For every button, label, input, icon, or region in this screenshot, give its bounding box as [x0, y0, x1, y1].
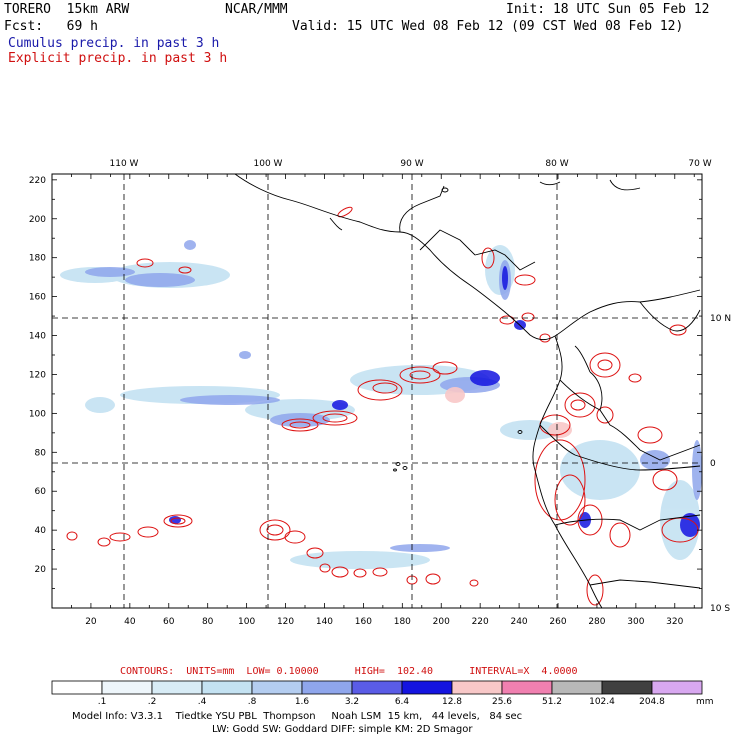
y-label-200: 200	[29, 215, 46, 225]
init-time: Init: 18 UTC Sun 05 Feb 12	[506, 2, 710, 17]
colorbar-label: 204.8	[639, 697, 665, 707]
contour-info: CONTOURS: UNITS=mm LOW= 0.10000 HIGH= 10…	[120, 666, 578, 677]
x-label-40: 40	[124, 617, 136, 627]
colorbar-swatch	[251, 680, 303, 695]
y-label-80: 80	[35, 448, 47, 458]
colorbar-label: .1	[98, 697, 107, 707]
center-label: NCAR/MMM	[225, 2, 288, 17]
y-label-180: 180	[29, 254, 46, 264]
colorbar-swatch	[201, 680, 253, 695]
colorbar-swatch	[551, 680, 603, 695]
colorbar-swatch	[651, 680, 703, 695]
colorbar-label: 1.6	[295, 697, 310, 707]
latlon-grid	[52, 174, 702, 608]
x-label-320: 320	[666, 617, 683, 627]
lon-label-80w: 80 W	[545, 159, 568, 169]
colorbar-label: 51.2	[542, 697, 562, 707]
y-label-40: 40	[35, 526, 47, 536]
right-latitude-labels: 10 N 0 10 S	[710, 314, 731, 614]
colorbar-swatch	[101, 680, 153, 695]
colorbar-label: 3.2	[345, 697, 359, 707]
y-label-60: 60	[35, 487, 47, 497]
colorbar: .1 .2 .4 .8 1.6 3.2 6.4 12.8 25.6 51.2 102.4 204.8	[51, 680, 703, 707]
x-label-160: 160	[355, 617, 372, 627]
colorbar-label: 12.8	[442, 697, 462, 707]
x-label-220: 220	[472, 617, 489, 627]
colorbar-swatch	[51, 680, 103, 695]
x-label-180: 180	[394, 617, 411, 627]
explicit-legend: Explicit precip. in past 3 h	[8, 51, 228, 66]
colorbar-label: .8	[248, 697, 257, 707]
lat-label-10n: 10 N	[710, 314, 731, 324]
colorbar-units: mm	[696, 697, 714, 707]
x-label-100: 100	[238, 617, 255, 627]
x-label-300: 300	[627, 617, 644, 627]
colorbar-label: .4	[198, 697, 207, 707]
colorbar-swatch	[401, 680, 453, 695]
x-label-200: 200	[433, 617, 450, 627]
colorbar-swatch	[601, 680, 653, 695]
x-label-240: 240	[510, 617, 527, 627]
lon-label-90w: 90 W	[400, 159, 423, 169]
colorbar-swatch	[451, 680, 503, 695]
top-longitude-labels: 110 W 100 W 90 W 80 W 70 W	[110, 159, 712, 169]
y-label-120: 120	[29, 370, 46, 380]
valid-time: Valid: 15 UTC Wed 08 Feb 12 (09 CST Wed …	[292, 19, 684, 34]
x-label-280: 280	[588, 617, 605, 627]
y-label-20: 20	[35, 565, 47, 575]
y-label-100: 100	[29, 409, 46, 419]
x-label-20: 20	[85, 617, 97, 627]
coastlines	[234, 174, 701, 608]
explicit-contours	[66, 206, 699, 606]
x-label-120: 120	[277, 617, 294, 627]
colorbar-label: 102.4	[589, 697, 615, 707]
map-frame	[51, 173, 703, 609]
y-grid-labels: 220 200 180 160 140 120 100 80 60 40 20	[29, 176, 46, 575]
colorbar-swatch	[501, 680, 553, 695]
model-info-line2: LW: Godd SW: Goddard DIFF: simple KM: 2D…	[212, 724, 473, 735]
x-label-140: 140	[316, 617, 333, 627]
model-title: TORERO 15km ARW	[4, 2, 130, 17]
lon-label-110w: 110 W	[110, 159, 139, 169]
y-label-160: 160	[29, 293, 46, 303]
y-label-140: 140	[29, 332, 46, 342]
colorbar-label: 25.6	[492, 697, 512, 707]
precip-layer	[60, 174, 702, 608]
colorbar-label: .2	[148, 697, 157, 707]
axis-ticks	[52, 174, 702, 608]
x-label-260: 260	[549, 617, 566, 627]
cumulus-legend: Cumulus precip. in past 3 h	[8, 36, 220, 51]
colorbar-swatch	[301, 680, 353, 695]
y-label-220: 220	[29, 176, 46, 186]
lat-label-10s: 10 S	[710, 604, 730, 614]
lat-label-0: 0	[710, 459, 716, 469]
x-label-60: 60	[163, 617, 175, 627]
colorbar-swatch	[351, 680, 403, 695]
colorbar-label: 6.4	[395, 697, 410, 707]
model-info-line1: Model Info: V3.3.1 Tiedtke YSU PBL Thomp…	[72, 711, 523, 722]
lon-label-100w: 100 W	[254, 159, 283, 169]
explicit-shade	[445, 387, 572, 438]
x-grid-labels: 20 40 60 80 100 120 140 160 180 200 220 240 260 280 30…	[85, 617, 683, 627]
x-label-80: 80	[202, 617, 214, 627]
colorbar-swatch	[151, 680, 203, 695]
cumulus-heavy	[169, 266, 700, 537]
lon-label-70w: 70 W	[688, 159, 711, 169]
forecast-hour: Fcst: 69 h	[4, 19, 98, 34]
